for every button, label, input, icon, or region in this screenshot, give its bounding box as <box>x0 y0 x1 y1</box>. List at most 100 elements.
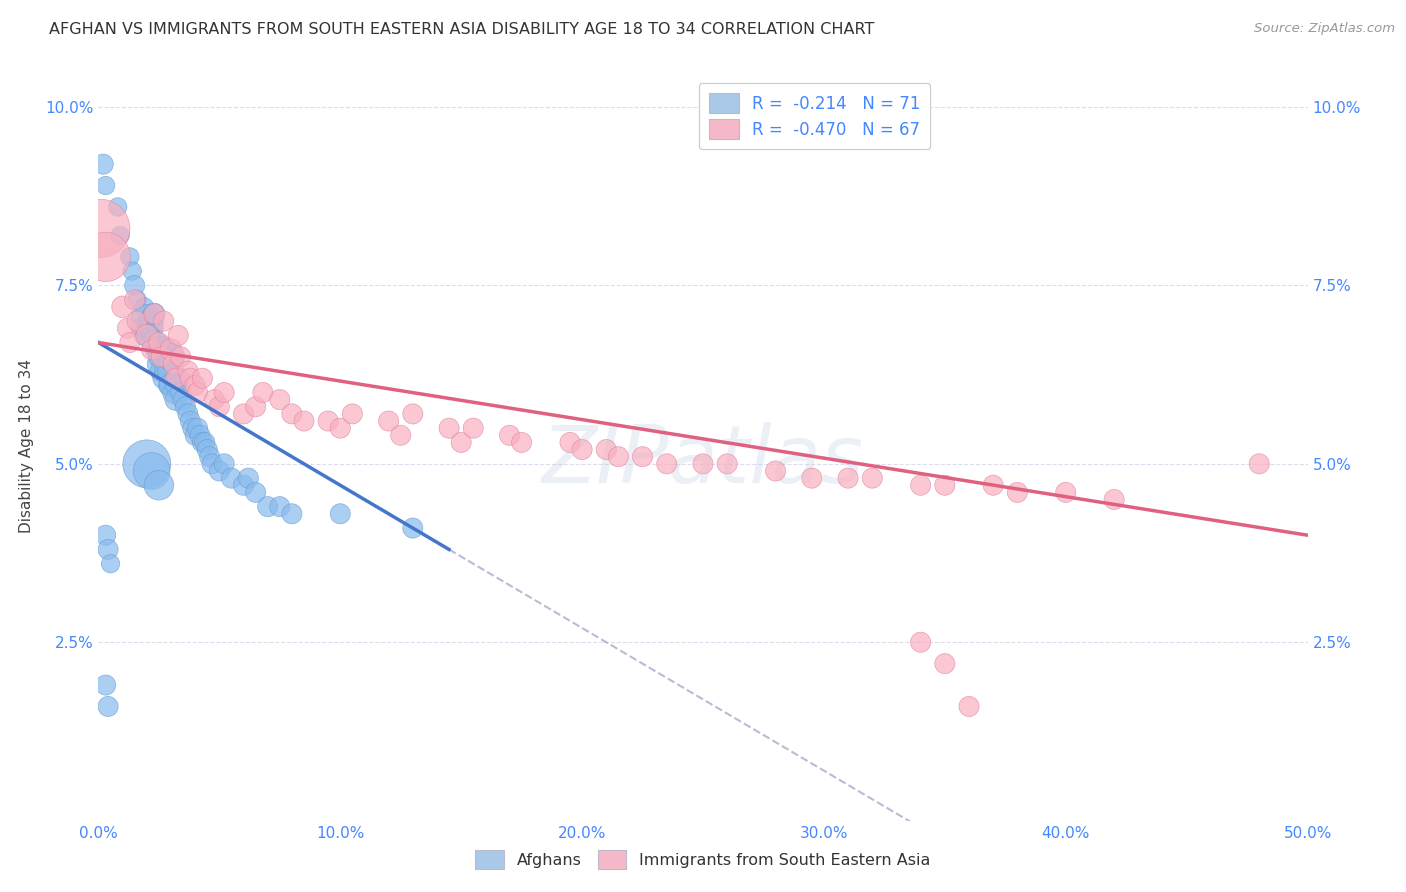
Point <box>232 407 254 421</box>
Point <box>124 293 146 307</box>
Point <box>1102 492 1125 507</box>
Point <box>269 392 291 407</box>
Point <box>860 471 883 485</box>
Point <box>111 300 134 314</box>
Point <box>152 371 174 385</box>
Point <box>162 357 184 371</box>
Point <box>1249 457 1271 471</box>
Point <box>141 343 163 357</box>
Point <box>558 435 581 450</box>
Point <box>221 471 243 485</box>
Point <box>245 485 267 500</box>
Point <box>201 457 224 471</box>
Point <box>212 385 235 400</box>
Legend: R =  -0.214   N = 71, R =  -0.470   N = 67: R = -0.214 N = 71, R = -0.470 N = 67 <box>699 84 931 149</box>
Point <box>135 314 157 328</box>
Point <box>194 435 217 450</box>
Point <box>135 457 157 471</box>
Point <box>389 428 412 442</box>
Point <box>595 442 617 457</box>
Point <box>208 400 231 414</box>
Point <box>179 371 201 385</box>
Point <box>97 699 120 714</box>
Point <box>162 385 184 400</box>
Point <box>238 471 260 485</box>
Point <box>160 343 183 357</box>
Point <box>121 264 143 278</box>
Point <box>91 157 114 171</box>
Point <box>329 507 352 521</box>
Point <box>148 335 170 350</box>
Text: ZIPatlas: ZIPatlas <box>541 422 865 500</box>
Point <box>957 699 980 714</box>
Point <box>145 343 167 357</box>
Point <box>498 428 520 442</box>
Point <box>187 385 209 400</box>
Point <box>195 442 218 457</box>
Point <box>269 500 291 514</box>
Point <box>127 314 149 328</box>
Point <box>212 457 235 471</box>
Point <box>607 450 630 464</box>
Point <box>934 657 956 671</box>
Point <box>463 421 485 435</box>
Point <box>329 421 352 435</box>
Point <box>124 278 146 293</box>
Point <box>837 471 859 485</box>
Point <box>450 435 472 450</box>
Point <box>94 178 117 193</box>
Text: AFGHAN VS IMMIGRANTS FROM SOUTH EASTERN ASIA DISABILITY AGE 18 TO 34 CORRELATION: AFGHAN VS IMMIGRANTS FROM SOUTH EASTERN … <box>49 22 875 37</box>
Point <box>134 328 156 343</box>
Point <box>94 678 117 692</box>
Point <box>245 400 267 414</box>
Point <box>148 478 170 492</box>
Point <box>150 350 173 364</box>
Point <box>232 478 254 492</box>
Point <box>157 378 180 392</box>
Point <box>208 464 231 478</box>
Point <box>292 414 315 428</box>
Point <box>187 421 209 435</box>
Text: Source: ZipAtlas.com: Source: ZipAtlas.com <box>1254 22 1395 36</box>
Point <box>100 557 122 571</box>
Point <box>631 450 654 464</box>
Point <box>148 343 170 357</box>
Point <box>252 385 274 400</box>
Y-axis label: Disability Age 18 to 34: Disability Age 18 to 34 <box>20 359 34 533</box>
Point <box>167 328 190 343</box>
Point <box>134 300 156 314</box>
Point <box>716 457 738 471</box>
Point <box>188 428 211 442</box>
Point <box>152 343 174 357</box>
Point <box>655 457 678 471</box>
Point <box>148 357 170 371</box>
Point <box>150 350 173 364</box>
Point <box>160 350 183 364</box>
Point <box>138 314 160 328</box>
Point <box>107 200 129 214</box>
Point <box>165 371 187 385</box>
Point <box>155 364 177 378</box>
Point <box>184 378 207 392</box>
Point <box>94 528 117 542</box>
Point <box>141 464 163 478</box>
Point <box>1007 485 1029 500</box>
Point <box>800 471 823 485</box>
Point <box>94 250 117 264</box>
Point <box>141 321 163 335</box>
Point <box>204 392 226 407</box>
Point <box>402 521 425 535</box>
Point <box>934 478 956 492</box>
Point <box>97 542 120 557</box>
Point <box>191 435 214 450</box>
Point <box>281 407 304 421</box>
Point <box>281 507 304 521</box>
Point <box>169 385 191 400</box>
Point <box>127 293 149 307</box>
Point <box>342 407 364 421</box>
Point <box>981 478 1004 492</box>
Point <box>765 464 787 478</box>
Point <box>167 371 190 385</box>
Point <box>150 364 173 378</box>
Point <box>131 321 153 335</box>
